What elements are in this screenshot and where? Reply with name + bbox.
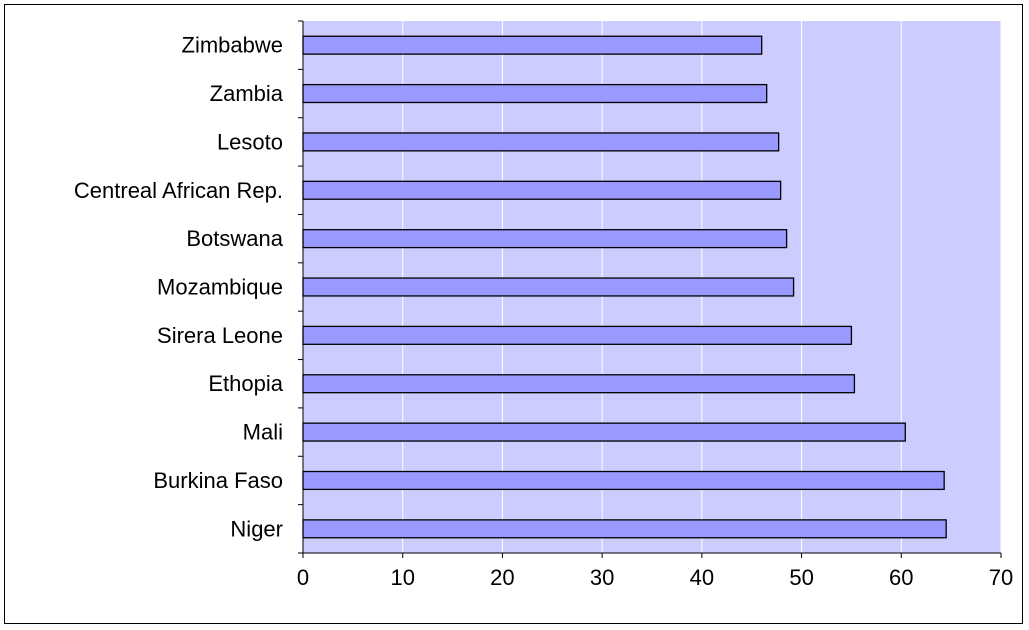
bar [302,132,780,152]
category-label: Burkina Faso [153,468,283,493]
bar [302,422,906,442]
bar [302,374,856,394]
axes [298,20,1002,558]
bars [302,35,947,539]
x-tick-label: 30 [590,565,614,590]
category-label: Niger [230,516,283,541]
category-label: Zimbabwe [182,33,283,58]
bar-chart: Zimbabwe Zambia Lesoto Centreal African Rep… [74,20,1013,590]
bar [302,470,945,491]
chart-frame: Zimbabwe Zambia Lesoto Centreal African Rep… [4,4,1023,624]
category-label: Botswana [186,226,283,251]
category-label: Sirera Leone [157,323,283,348]
x-tick-label: 0 [297,565,309,590]
category-label: Mozambique [157,275,283,300]
bar [302,325,853,345]
labels: Zimbabwe Zambia Lesoto Centreal African Rep… [74,33,1013,590]
category-label: Mali [243,420,283,445]
x-tick-label: 10 [390,565,414,590]
category-label: Zambia [210,81,284,106]
bar [302,229,788,249]
bar [302,180,782,200]
bar [302,519,947,539]
x-tick-label: 70 [989,565,1013,590]
category-label: Ethopia [208,371,283,396]
category-label: Centreal African Rep. [74,178,283,203]
category-label: Lesoto [217,129,283,154]
x-tick-label: 20 [490,565,514,590]
x-tick-label: 60 [889,565,913,590]
bar [302,277,795,297]
bar [302,83,768,104]
x-tick-label: 50 [789,565,813,590]
bar [302,35,763,55]
x-tick-label: 40 [690,565,714,590]
